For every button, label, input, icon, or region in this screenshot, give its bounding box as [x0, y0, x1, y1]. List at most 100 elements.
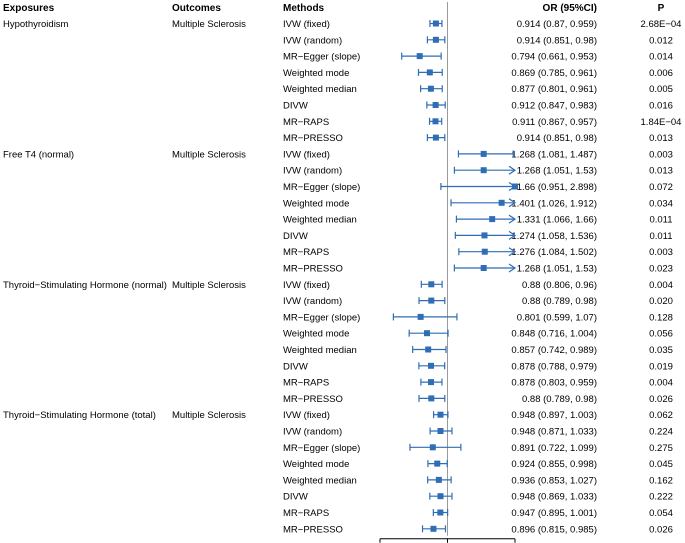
exposure-label: Free T4 (normal)	[3, 149, 74, 160]
p-value-label: 0.013	[649, 166, 673, 177]
method-label: IVW (fixed)	[283, 19, 330, 30]
group-2: Free T4 (normal) Multiple Sclerosis IVW (f…	[3, 149, 673, 274]
method-label: MR−RAPS	[283, 247, 329, 258]
p-value-label: 0.128	[649, 312, 673, 323]
or-ci-label: 1.331 (1.066, 1.66)	[517, 215, 597, 226]
forest-row: MR−Egger (slope) 0.794 (0.661, 0.953) 0.01…	[283, 52, 673, 63]
method-label: MR−Egger (slope)	[283, 443, 360, 454]
ci-arrow-upper	[508, 230, 517, 240]
forest-row: MR−RAPS 0.947 (0.895, 1.001) 0.054	[283, 508, 673, 519]
forest-row: IVW (fixed) 1.268 (1.081, 1.487) 0.003	[283, 149, 673, 160]
p-value-label: 1.84E−04	[641, 117, 682, 128]
or-ci-label: 1.66 (0.951, 2.898)	[517, 182, 597, 193]
header-outcomes: Outcomes	[172, 3, 221, 14]
forest-row: Weighted median 0.857 (0.742, 0.989) 0.035	[283, 345, 673, 356]
or-ci-label: 0.878 (0.788, 0.979)	[511, 361, 597, 372]
or-ci-label: 0.914 (0.851, 0.98)	[517, 133, 597, 144]
group-3: Thyroid−Stimulating Hormone (normal) Mult…	[3, 280, 673, 405]
point-estimate	[435, 476, 442, 483]
p-value-label: 0.072	[649, 182, 673, 193]
point-estimate	[432, 36, 439, 43]
rows-layer: Hypothyroidism Multiple Sclerosis IVW (fix…	[3, 19, 681, 535]
or-ci-label: 0.88 (0.789, 0.98)	[522, 296, 597, 307]
ci-arrow-upper	[508, 263, 517, 273]
or-ci-label: 0.914 (0.851, 0.98)	[517, 35, 597, 46]
header-exposures: Exposures	[3, 3, 55, 14]
exposure-label: Thyroid−Stimulating Hormone (normal)	[3, 280, 167, 291]
p-value-label: 0.222	[649, 492, 673, 503]
forest-row: MR−RAPS 0.911 (0.867, 0.957) 1.84E−04	[283, 117, 681, 128]
or-ci-label: 0.896 (0.815, 0.985)	[511, 524, 597, 535]
ci-arrow-upper	[508, 165, 517, 175]
forest-row: Weighted median 0.877 (0.801, 0.961) 0.005	[283, 84, 673, 95]
forest-row: Weighted mode 0.848 (0.716, 1.004) 0.056	[283, 329, 673, 340]
or-ci-label: 0.936 (0.853, 1.027)	[511, 475, 597, 486]
or-ci-label: 0.924 (0.855, 0.998)	[511, 459, 597, 470]
method-label: DIVW	[283, 231, 308, 242]
p-value-label: 0.020	[649, 296, 673, 307]
point-estimate	[430, 525, 437, 532]
point-estimate	[423, 330, 430, 337]
point-estimate	[429, 444, 436, 451]
method-label: IVW (random)	[283, 296, 342, 307]
forest-row: IVW (random) 0.948 (0.871, 1.033) 0.224	[283, 427, 673, 438]
forest-row: MR−Egger (slope) 0.801 (0.599, 1.07) 0.128	[283, 312, 673, 323]
p-value-label: 0.005	[649, 84, 673, 95]
group-4: Thyroid−Stimulating Hormone (total) Multi…	[3, 410, 673, 535]
p-value-label: 0.026	[649, 394, 673, 405]
forest-row: DIVW 0.912 (0.847, 0.983) 0.016	[283, 101, 673, 112]
p-value-label: 0.062	[649, 410, 673, 421]
outcome-label: Multiple Sclerosis	[172, 280, 246, 291]
or-ci-label: 0.948 (0.869, 1.033)	[511, 492, 597, 503]
method-label: Weighted mode	[283, 68, 349, 79]
point-estimate	[481, 232, 488, 239]
p-value-label: 0.056	[649, 329, 673, 340]
or-ci-label: 0.891 (0.722, 1.099)	[511, 443, 597, 454]
point-estimate	[417, 313, 424, 320]
forest-row: DIVW 1.274 (1.058, 1.536) 0.011	[283, 231, 673, 242]
method-label: MR−RAPS	[283, 117, 329, 128]
method-label: Weighted mode	[283, 459, 349, 470]
p-value-label: 0.224	[649, 427, 673, 438]
point-estimate	[432, 20, 439, 27]
p-value-label: 0.011	[649, 231, 672, 242]
p-value-label: 0.006	[649, 68, 673, 79]
p-value-label: 0.054	[649, 508, 673, 519]
forest-row: MR−PRESSO 1.268 (1.051, 1.53) 0.023	[283, 264, 673, 275]
or-ci-label: 1.268 (1.081, 1.487)	[511, 149, 597, 160]
forest-row: IVW (fixed) 0.88 (0.806, 0.96) 0.004	[283, 280, 673, 291]
method-label: Weighted median	[283, 345, 357, 356]
method-label: MR−Egger (slope)	[283, 312, 360, 323]
method-label: DIVW	[283, 492, 308, 503]
or-ci-label: 0.88 (0.806, 0.96)	[522, 280, 597, 291]
group-1: Hypothyroidism Multiple Sclerosis IVW (fix…	[3, 19, 681, 144]
or-ci-label: 1.401 (1.026, 1.912)	[511, 198, 597, 209]
or-ci-label: 0.948 (0.871, 1.033)	[511, 427, 597, 438]
forest-row: DIVW 0.948 (0.869, 1.033) 0.222	[283, 492, 673, 503]
x-axis: 0.511.5	[379, 538, 516, 543]
forest-row: MR−RAPS 0.878 (0.803, 0.959) 0.004	[283, 378, 673, 389]
point-estimate	[437, 493, 444, 500]
header-or: OR (95%CI)	[543, 3, 597, 14]
point-estimate	[437, 428, 444, 434]
method-label: MR−Egger (slope)	[283, 52, 360, 63]
method-label: MR−Egger (slope)	[283, 182, 360, 193]
p-value-label: 0.034	[649, 198, 673, 209]
or-ci-label: 0.801 (0.599, 1.07)	[517, 312, 597, 323]
p-value-label: 0.011	[649, 215, 672, 226]
p-value-label: 0.023	[649, 264, 673, 275]
header-methods: Methods	[283, 3, 325, 14]
or-ci-label: 0.877 (0.801, 0.961)	[511, 84, 597, 95]
point-estimate	[427, 85, 434, 92]
p-value-label: 0.026	[649, 524, 673, 535]
forest-row: MR−RAPS 1.276 (1.084, 1.502) 0.003	[283, 247, 673, 258]
p-value-label: 2.68E−04	[641, 19, 682, 30]
method-label: DIVW	[283, 361, 308, 372]
point-estimate	[416, 53, 423, 60]
or-ci-label: 0.947 (0.895, 1.001)	[511, 508, 597, 519]
point-estimate	[480, 167, 487, 174]
or-ci-label: 0.912 (0.847, 0.983)	[511, 101, 597, 112]
or-ci-label: 0.948 (0.897, 1.003)	[511, 410, 597, 421]
point-estimate	[437, 411, 444, 418]
method-label: Weighted median	[283, 215, 357, 226]
